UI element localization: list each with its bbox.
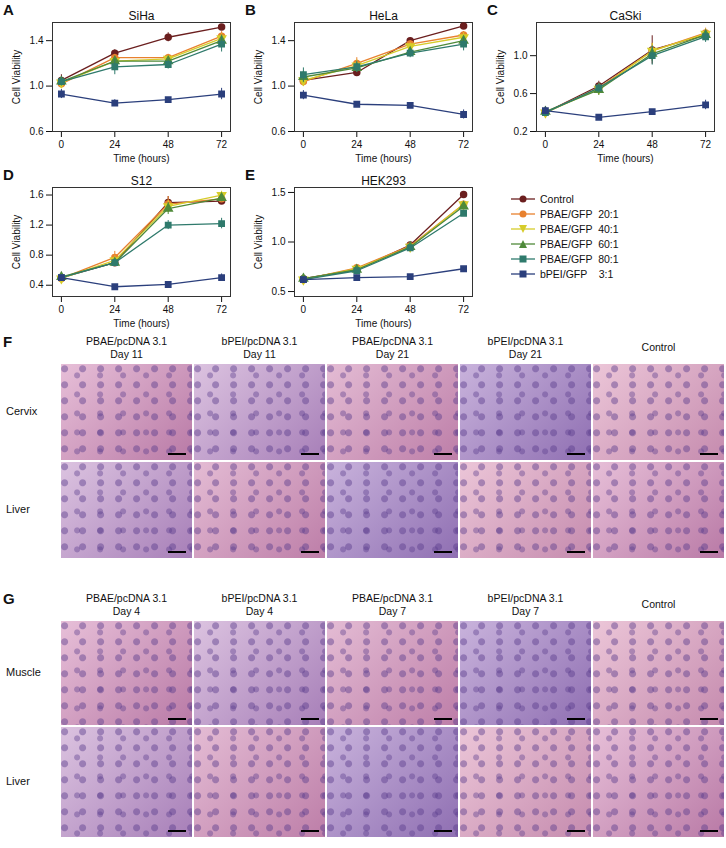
- html-text:bPEI/pcDNA 3.1: bPEI/pcDNA 3.1: [487, 335, 564, 347]
- html-text:Control: Control: [641, 598, 676, 610]
- html-text:PBAE/GFP 60:1: PBAE/GFP 60:1: [540, 237, 619, 250]
- svg-text:24: 24: [593, 139, 605, 150]
- svg-text:1.0: 1.0: [514, 50, 528, 61]
- svg-text:0.8: 0.8: [30, 249, 44, 260]
- svg-text:1.4: 1.4: [30, 35, 44, 46]
- html-text:Day 11: Day 11: [110, 348, 143, 360]
- svg-text:0: 0: [543, 139, 549, 150]
- html-text:Control: Control: [641, 341, 676, 353]
- html-text:PBAE/pcDNA 3.1: PBAE/pcDNA 3.1: [351, 592, 434, 604]
- svg-text:0.4: 0.4: [30, 279, 44, 290]
- svg-text:Time (hours): Time (hours): [113, 153, 169, 164]
- html-text:PBAE/pcDNA 3.1: PBAE/pcDNA 3.1: [351, 335, 434, 347]
- svg-text:1.0: 1.0: [272, 80, 286, 91]
- html-text:PBAE/GFP 40:1: PBAE/GFP 40:1: [540, 222, 619, 235]
- html-text:B: B: [245, 1, 256, 18]
- svg-text:0: 0: [59, 139, 65, 150]
- html-text:Day 7: Day 7: [511, 605, 540, 617]
- svg-text:Time (hours): Time (hours): [113, 318, 169, 329]
- svg-text:72: 72: [458, 139, 470, 150]
- html-text:Cervix: Cervix: [6, 405, 38, 417]
- html-text:Day 4: Day 4: [112, 605, 141, 617]
- html-text:bPEI/pcDNA 3.1: bPEI/pcDNA 3.1: [487, 592, 564, 604]
- html-text:C: C: [487, 1, 498, 18]
- html-text:Day 21: Day 21: [375, 348, 410, 360]
- svg-text:0: 0: [59, 304, 65, 315]
- svg-text:Time (hours): Time (hours): [355, 318, 411, 329]
- svg-text:48: 48: [163, 139, 175, 150]
- html-text:Liver: Liver: [6, 503, 30, 515]
- svg-text:24: 24: [109, 304, 121, 315]
- svg-text:S12: S12: [131, 174, 153, 188]
- html-text:G: G: [3, 590, 15, 607]
- svg-text:0.6: 0.6: [30, 126, 44, 137]
- svg-text:0.6: 0.6: [272, 126, 286, 137]
- svg-text:48: 48: [163, 304, 175, 315]
- svg-text:1.4: 1.4: [272, 35, 286, 46]
- html-text:PBAE/pcDNA 3.1: PBAE/pcDNA 3.1: [85, 592, 168, 604]
- svg-text:48: 48: [405, 304, 417, 315]
- svg-text:HeLa: HeLa: [369, 9, 398, 23]
- svg-text:0: 0: [301, 139, 307, 150]
- svg-text:1.2: 1.2: [30, 219, 44, 230]
- html-text:F: F: [3, 333, 13, 350]
- svg-text:Time (hours): Time (hours): [355, 153, 411, 164]
- html-text:E: E: [245, 166, 255, 183]
- svg-text:72: 72: [216, 304, 228, 315]
- svg-text:1.0: 1.0: [272, 236, 286, 247]
- html-text:Day 7: Day 7: [378, 605, 407, 617]
- html-text:bPEI/pcDNA 3.1: bPEI/pcDNA 3.1: [221, 592, 298, 604]
- svg-text:72: 72: [700, 139, 712, 150]
- svg-text:CaSki: CaSki: [609, 9, 641, 23]
- svg-text:Cell Viability: Cell Viability: [11, 215, 22, 269]
- html-text:Day 11: Day 11: [243, 348, 276, 360]
- svg-text:48: 48: [405, 139, 417, 150]
- svg-text:72: 72: [458, 304, 470, 315]
- svg-text:48: 48: [647, 139, 659, 150]
- html-text:PBAE/GFP 20:1: PBAE/GFP 20:1: [540, 207, 619, 220]
- svg-text:1.0: 1.0: [30, 80, 44, 91]
- html-text:Control: Control: [540, 192, 574, 205]
- svg-text:Cell Viability: Cell Viability: [11, 50, 22, 104]
- svg-text:24: 24: [351, 139, 363, 150]
- html-text:bPEI/GFP 3:1: bPEI/GFP 3:1: [540, 267, 614, 280]
- html-text:PBAE/pcDNA 3.1: PBAE/pcDNA 3.1: [85, 335, 168, 347]
- svg-text:0: 0: [301, 304, 307, 315]
- svg-text:HEK293: HEK293: [361, 174, 406, 188]
- svg-text:Cell Viability: Cell Viability: [253, 50, 264, 104]
- svg-text:24: 24: [351, 304, 363, 315]
- svg-text:0.5: 0.5: [272, 286, 286, 297]
- svg-text:24: 24: [109, 139, 121, 150]
- html-text:Day 4: Day 4: [245, 605, 274, 617]
- svg-text:1.6: 1.6: [30, 189, 44, 200]
- svg-text:Cell Viability: Cell Viability: [495, 50, 506, 104]
- html-text:Liver: Liver: [6, 775, 30, 787]
- html-text:A: A: [3, 1, 14, 18]
- html-text:bPEI/pcDNA 3.1: bPEI/pcDNA 3.1: [221, 335, 298, 347]
- svg-text:1.5: 1.5: [272, 187, 286, 198]
- svg-text:SiHa: SiHa: [128, 9, 154, 23]
- svg-text:72: 72: [216, 139, 228, 150]
- html-text:Day 21: Day 21: [508, 348, 543, 360]
- svg-text:Cell Viability: Cell Viability: [253, 215, 264, 269]
- svg-text:Time (hours): Time (hours): [597, 153, 653, 164]
- svg-text:0.2: 0.2: [514, 126, 528, 137]
- html-text:PBAE/GFP 80:1: PBAE/GFP 80:1: [540, 252, 619, 265]
- html-text:D: D: [3, 166, 14, 183]
- html-text:Muscle: Muscle: [6, 666, 41, 678]
- svg-text:0.6: 0.6: [514, 88, 528, 99]
